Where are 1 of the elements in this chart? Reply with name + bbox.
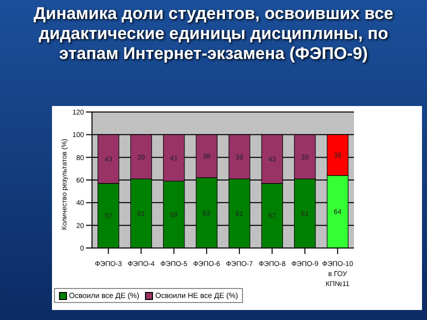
chart-title: Динамика доли студентов, освоивших все дидактические единицы дисциплины, по этапам Интернет-экзамена (ФЭПО-9) — [32, 4, 394, 64]
